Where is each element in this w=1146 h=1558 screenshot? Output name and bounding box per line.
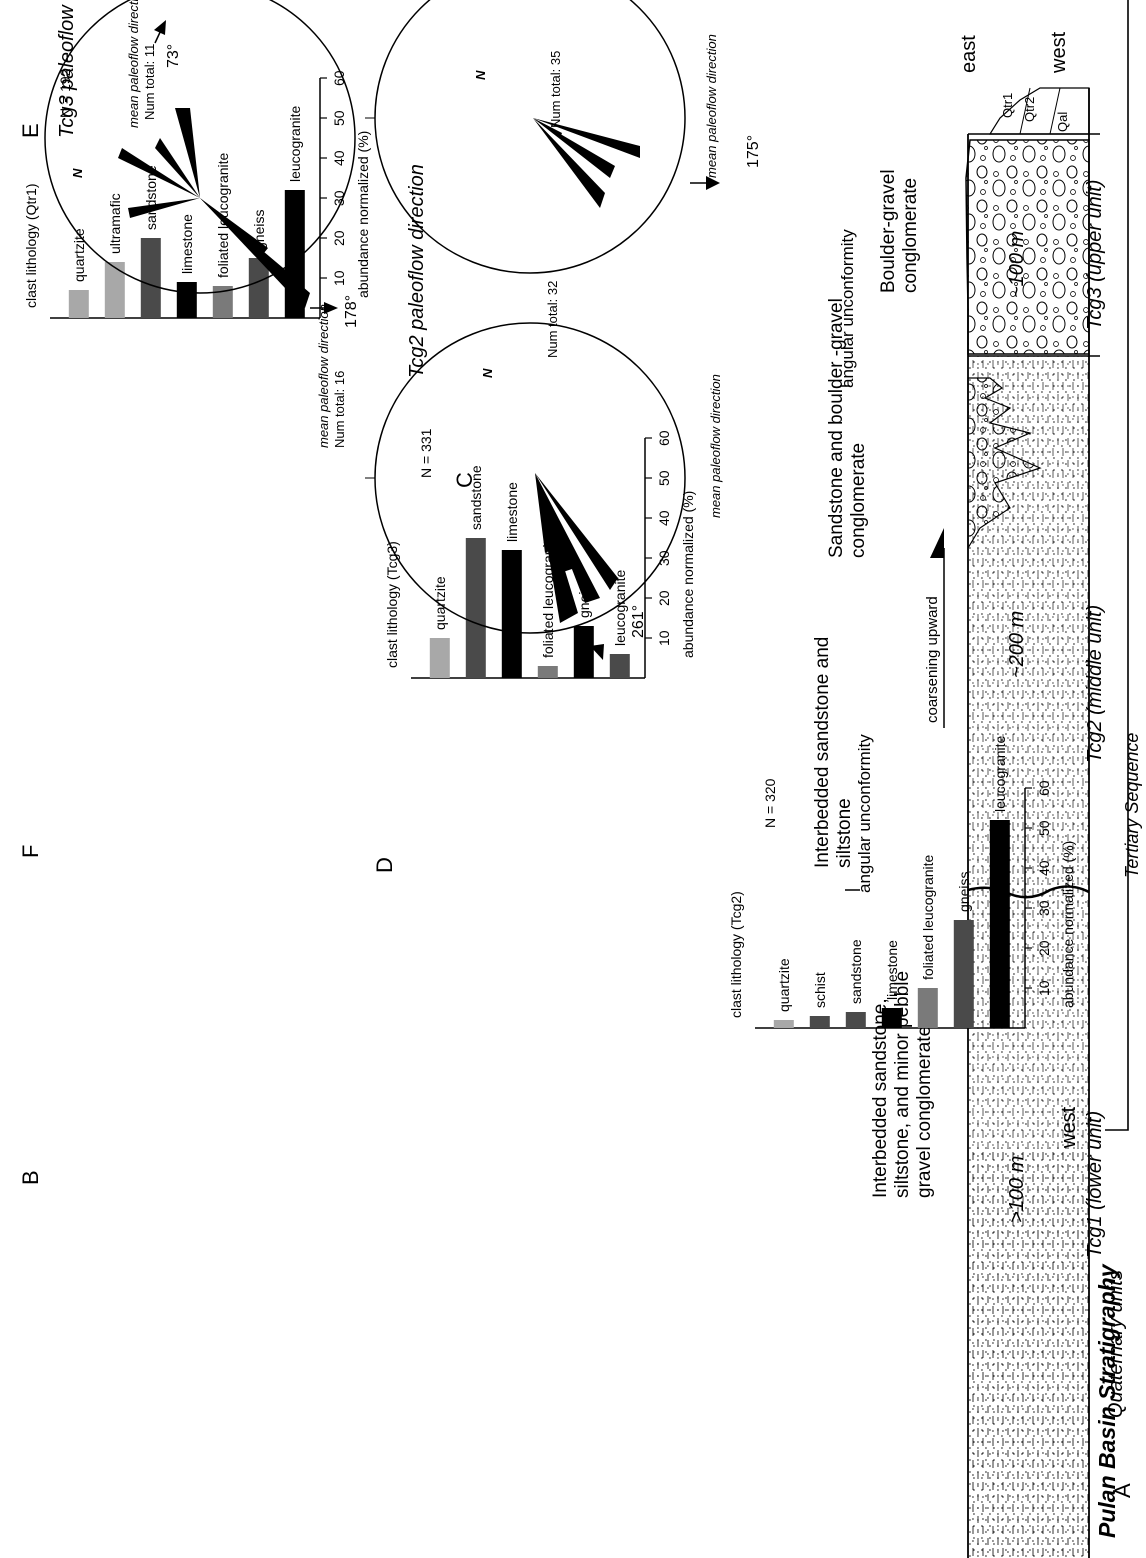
rose-c-left-north: N [480,368,495,378]
bar-schist [809,1016,830,1028]
chart-title: clast lithology (Tcg2) [728,891,744,1018]
n-label: N = 331 [418,428,434,478]
bar-chart-b: 10 20 30 40 50 60 abundance normalized (%) leuc… [728,736,1076,1029]
rose-e-petals [118,108,310,308]
tick-label: 60 [656,430,672,446]
rose-e-lower-num: Num total: 16 [332,370,347,448]
tick-label: 20 [331,230,347,246]
category-label: schist [812,972,828,1008]
bar-foliated-leucogranite [212,286,233,318]
rose-e-upper-mean-dir: 73° [165,43,182,68]
tick-label: 40 [331,150,347,166]
tick-label: 40 [1036,860,1052,876]
category-label: limestone [179,214,195,274]
rose-e-upper-num: Num total: 11 [142,43,157,120]
category-label: sandstone [848,939,864,1004]
bar-leucogranite [609,654,630,678]
chart-title: clast lithology (Tcg3) [384,541,400,668]
category-label: sandstone [468,465,484,530]
rose-c-right-num: Num total: 35 [548,50,563,128]
category-label: leucogranite [992,736,1008,812]
bar-quartzite [773,1020,794,1028]
rose-e-lower-mean-dir: 178° [343,294,360,328]
category-label: quartzite [776,958,792,1012]
category-label: limestone [504,482,520,542]
panel-label-e: E [18,123,43,138]
category-label: ultramafic [107,193,123,254]
bar-leucogranite [989,820,1010,1028]
y-axis-label: abundance normalized (%) [1060,841,1076,1008]
rose-c-left-petals [535,473,618,623]
bar-ultramafic [104,262,125,318]
panel-label-f: F [18,844,43,858]
bar-limestone [501,550,522,678]
category-label: leucogranite [612,570,628,646]
category-label: quartzite [71,228,87,282]
tick-label: 50 [331,110,347,126]
tick-label: 30 [1036,900,1052,916]
y-axis-label: abundance normalized (%) [355,131,371,298]
category-label: sandstone [143,165,159,230]
rose-c-title: Tcg2 paleoflow direction [406,164,428,378]
n-label: N = 320 [762,778,778,828]
bar-limestone [881,1008,902,1028]
bar-foliated-leucogranite [537,666,558,678]
tick-label: 10 [656,630,672,646]
tick-label: 40 [656,510,672,526]
tick-label: 30 [331,190,347,206]
rose-e-north: N [70,168,85,178]
bar-sandstone [140,238,161,318]
rose-c-left-mean-dir: 261° [630,604,647,638]
rose-e-title: Tcg3 paleoflow direction [56,0,78,138]
rose-e-upper-mean-label: mean paleoflow direction [126,0,141,128]
category-label: gneiss [956,872,972,912]
category-label: quartzite [432,576,448,630]
tick-label: 20 [1036,940,1052,956]
tick-label: 50 [1036,820,1052,836]
rose-e-lower-mean-label: mean paleoflow direction [316,304,331,448]
category-label: limestone [884,940,900,1000]
panel-label-d: D [372,857,397,873]
rose-c-right-north: N [473,70,488,80]
bar-gneiss [953,920,974,1028]
rose-c-left-mean-label: mean paleoflow direction [708,374,723,518]
n-label: N = 192 [57,68,73,118]
tick-label: 10 [331,270,347,286]
tick-label: 50 [656,470,672,486]
rose-e-circle [44,0,356,294]
bar-quartzite [68,290,89,318]
rose-c-right-mean-dir: 175° [745,134,762,168]
rose-c-right-petals [533,118,640,208]
bar-quartzite [429,638,450,678]
category-label: leucogranite [287,106,303,182]
rose-c-right-mean-label: mean paleoflow direction [704,34,719,178]
bar-limestone [176,282,197,318]
panel-label-b: B [18,1170,43,1185]
tick-label: 10 [1036,980,1052,996]
bar-sandstone [465,538,486,678]
bar-sandstone [845,1012,866,1028]
tick-label: 20 [656,590,672,606]
tick-label: 60 [331,70,347,86]
bar-gneiss [248,258,269,318]
bar-foliated-leucogranite [917,988,938,1028]
rose-c-left-num: Num total: 32 [545,280,560,358]
y-axis-label: abundance normalized (%) [680,491,696,658]
tick-label: 60 [1036,780,1052,796]
panel-label-c: C [452,472,477,488]
chart-title: clast lithology (Qtr1) [23,184,39,308]
category-label: foliated leucogranite [920,854,936,980]
